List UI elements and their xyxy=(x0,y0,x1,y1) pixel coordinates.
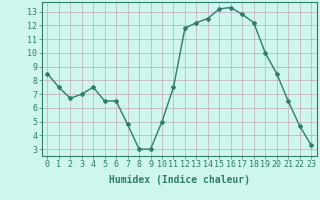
X-axis label: Humidex (Indice chaleur): Humidex (Indice chaleur) xyxy=(109,175,250,185)
